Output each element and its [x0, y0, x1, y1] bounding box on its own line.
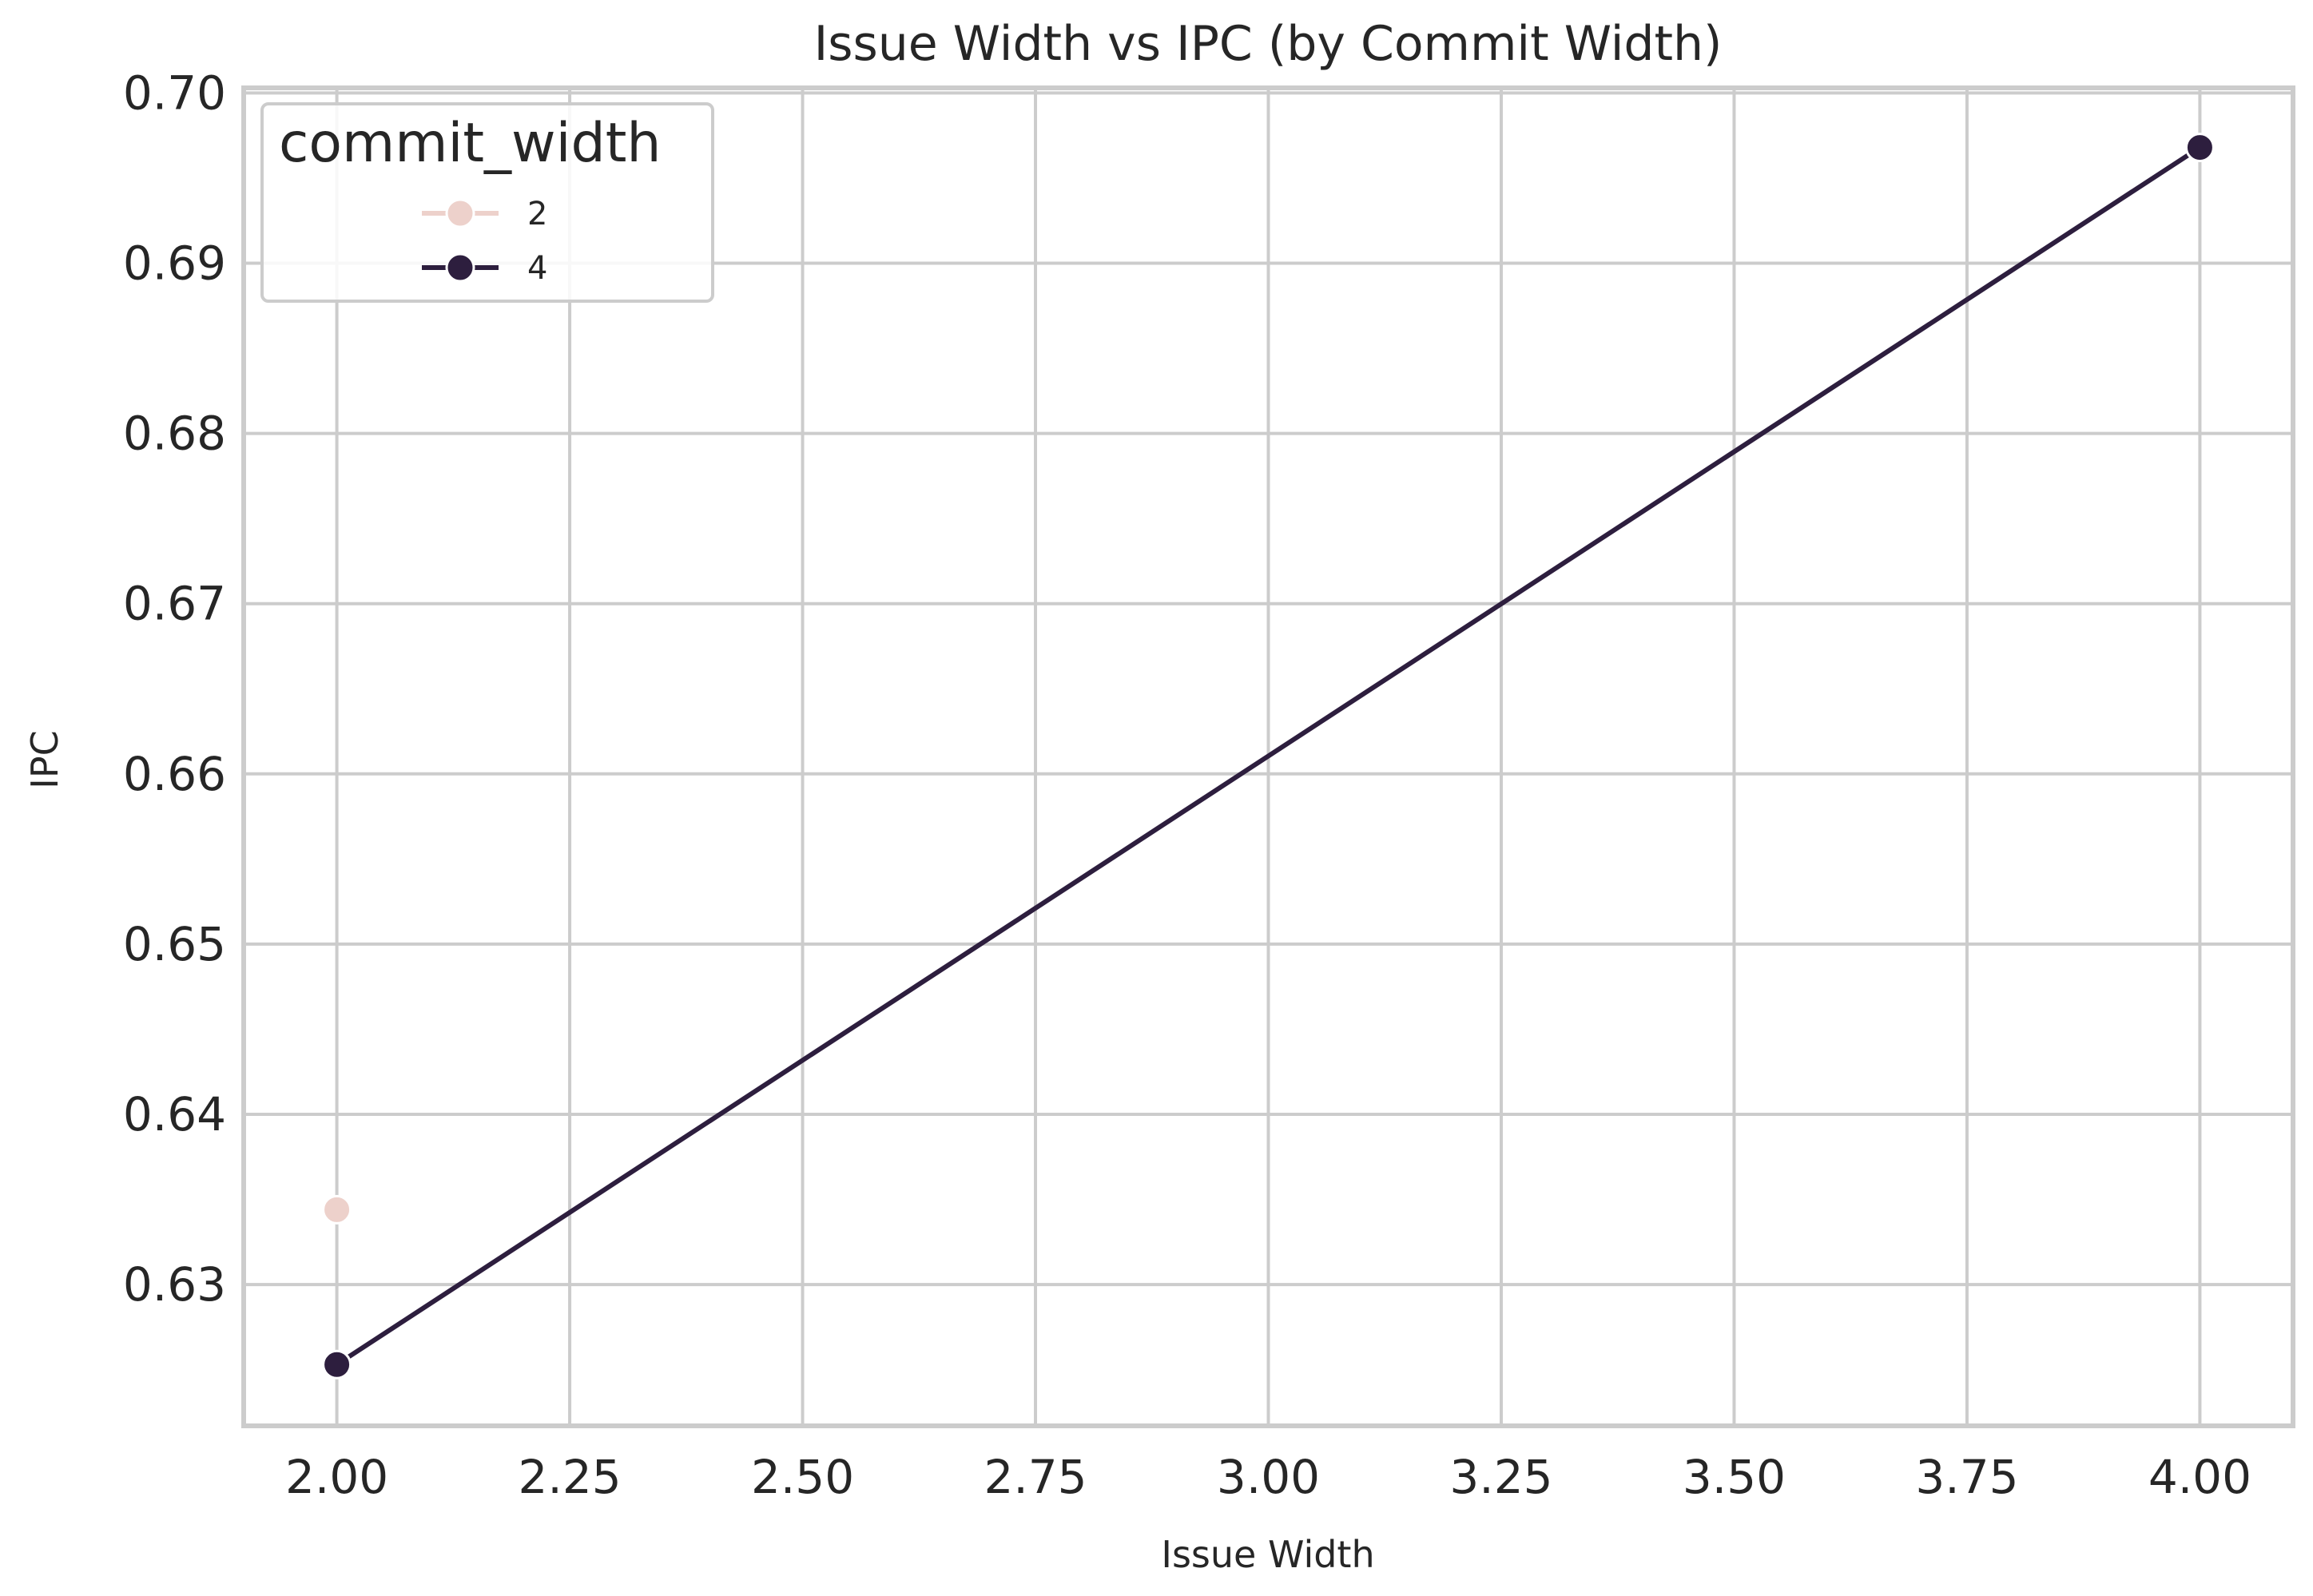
series-4	[322, 133, 2215, 1380]
series-layer	[322, 133, 2215, 1380]
x-tick-label: 2.00	[285, 1450, 388, 1504]
y-tick-label: 0.70	[123, 66, 226, 120]
data-point	[322, 1349, 352, 1380]
legend-items: 24	[422, 196, 547, 287]
data-point	[322, 1194, 352, 1225]
legend-box	[260, 102, 714, 303]
y-tick-label: 0.68	[123, 407, 226, 461]
legend-label: 2	[527, 196, 547, 232]
y-tick-label: 0.69	[123, 236, 226, 290]
x-tick-label: 2.75	[984, 1450, 1087, 1504]
x-tick-label: 3.75	[1915, 1450, 2018, 1504]
chart-title: Issue Width vs IPC (by Commit Width)	[814, 16, 1723, 72]
x-tick-label: 3.50	[1683, 1450, 1786, 1504]
series-line	[334, 145, 2203, 1368]
y-axis-label: IPC	[23, 730, 66, 788]
x-tick-label: 3.25	[1449, 1450, 1552, 1504]
legend-label: 4	[527, 250, 547, 287]
axes-frame	[241, 85, 2295, 1428]
y-tick-label: 0.66	[123, 747, 226, 801]
y-tick-label: 0.65	[123, 917, 226, 971]
y-tick-label: 0.67	[123, 577, 226, 631]
legend-marker	[445, 252, 475, 283]
x-axis-label: Issue Width	[1161, 1533, 1374, 1576]
x-tick-label: 3.00	[1217, 1450, 1320, 1504]
x-tick-label: 2.50	[751, 1450, 854, 1504]
y-axis-ticks: 0.63 0.64 0.65 0.66 0.67 0.68 0.69 0.70	[123, 66, 226, 1312]
data-point	[2184, 133, 2215, 163]
legend-item-4: 4	[422, 250, 547, 287]
legend-title: commit_width	[279, 112, 661, 175]
grid	[244, 88, 2293, 1426]
legend-marker	[445, 198, 475, 228]
y-tick-label: 0.64	[123, 1087, 226, 1141]
y-tick-label: 0.63	[123, 1257, 226, 1312]
series-2	[322, 1194, 352, 1225]
x-tick-label: 2.25	[518, 1450, 621, 1504]
legend: commit_width 24	[260, 102, 714, 303]
plot-border	[241, 85, 2295, 1428]
x-tick-label: 4.00	[2148, 1450, 2251, 1504]
legend-item-2: 2	[422, 196, 547, 232]
x-axis-ticks: 2.00 2.25 2.50 2.75 3.00 3.25 3.50 3.75 4.00	[285, 1450, 2251, 1504]
